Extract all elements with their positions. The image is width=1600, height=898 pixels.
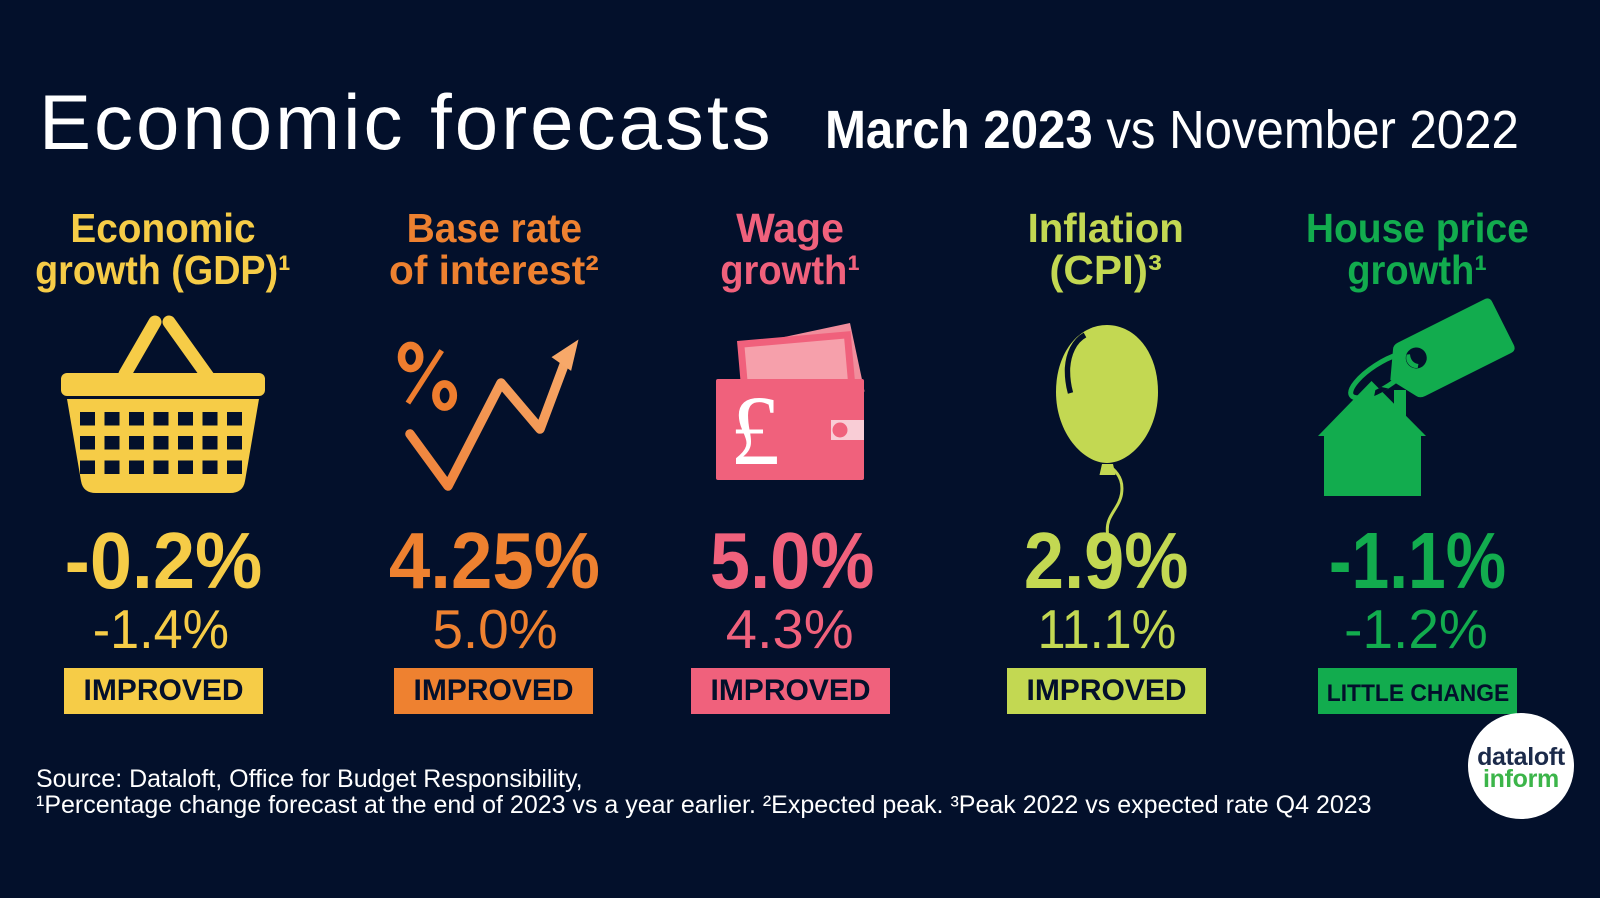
svg-text:£: £ bbox=[730, 375, 780, 482]
